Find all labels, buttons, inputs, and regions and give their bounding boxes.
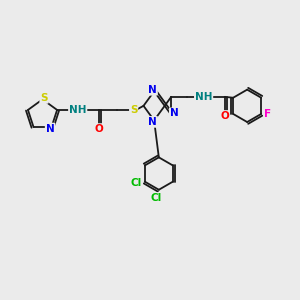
Text: F: F [264,109,271,119]
Text: Cl: Cl [131,178,142,188]
Text: S: S [40,93,48,103]
Text: NH: NH [69,105,86,115]
Text: O: O [94,124,103,134]
Text: N: N [148,85,157,95]
Text: N: N [170,108,178,118]
Text: N: N [148,117,157,127]
Text: Cl: Cl [151,193,162,203]
Text: S: S [130,105,137,115]
Text: NH: NH [195,92,212,102]
Text: N: N [46,124,54,134]
Text: O: O [220,111,229,121]
